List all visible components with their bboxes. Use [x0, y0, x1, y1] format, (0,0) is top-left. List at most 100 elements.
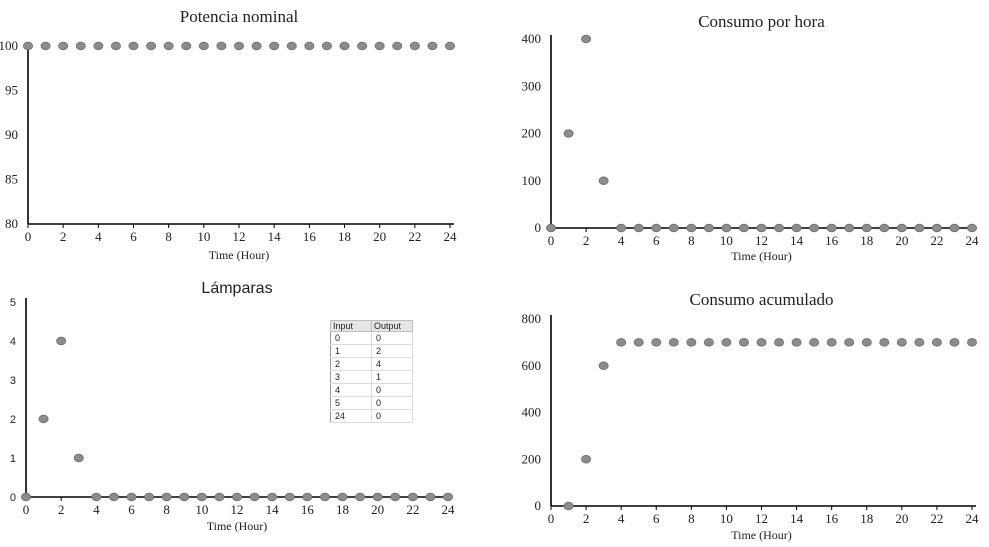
data-point: [546, 223, 557, 233]
data-point: [249, 492, 260, 502]
lookup-table-output-cell[interactable]: 1: [371, 370, 413, 384]
data-point: [931, 338, 942, 347]
lookup-table-output-cell[interactable]: 0: [371, 383, 413, 397]
x-tick-label: 6: [130, 229, 137, 244]
y-tick-label: 300: [522, 78, 542, 93]
x-tick-label: 12: [755, 511, 768, 526]
lookup-table-output-cell[interactable]: 2: [371, 344, 413, 358]
lookup-table-header-input: Input: [330, 320, 372, 332]
data-point: [409, 41, 420, 51]
data-point: [91, 492, 102, 502]
y-tick-label: 2: [10, 414, 16, 426]
data-point: [146, 41, 157, 51]
x-tick-label: 14: [268, 229, 282, 244]
lookup-table-output-cell[interactable]: 0: [371, 396, 413, 410]
lookup-table-input-cell[interactable]: 1: [330, 344, 372, 358]
data-point: [633, 223, 644, 233]
data-point: [774, 338, 785, 347]
x-tick-label: 20: [373, 229, 386, 244]
data-point: [181, 41, 192, 51]
x-tick-label: 14: [790, 233, 804, 248]
x-tick-label: 18: [860, 511, 873, 526]
y-tick-label: 80: [5, 216, 18, 231]
data-point: [128, 41, 139, 51]
x-tick-label: 16: [303, 229, 317, 244]
lookup-table-input-cell[interactable]: 2: [330, 357, 372, 371]
data-point: [302, 492, 313, 502]
data-point: [756, 338, 767, 347]
lookup-table-input-cell[interactable]: 3: [330, 370, 372, 384]
data-point: [914, 338, 925, 347]
data-point: [896, 223, 907, 233]
data-point: [861, 338, 872, 347]
lookup-table-header-row: Input Output: [330, 320, 413, 332]
data-point: [914, 223, 925, 233]
data-point: [651, 223, 662, 233]
lookup-table-row: 1 2: [330, 344, 413, 358]
data-point: [357, 41, 368, 51]
y-tick-label: 1: [10, 453, 16, 465]
x-tick-label: 4: [618, 511, 625, 526]
data-point: [967, 338, 978, 347]
data-point: [756, 223, 767, 233]
y-tick-label: 100: [522, 173, 542, 188]
lookup-table-input-cell[interactable]: 0: [330, 331, 372, 345]
lookup-table-output-cell[interactable]: 0: [371, 331, 413, 345]
y-tick-label: 400: [522, 31, 542, 46]
data-point: [286, 41, 297, 51]
data-point: [668, 338, 679, 347]
y-tick-label: 800: [522, 311, 542, 326]
data-point: [22, 41, 33, 51]
y-tick-label: 200: [522, 126, 542, 141]
lookup-table-input-cell[interactable]: 4: [330, 383, 372, 397]
lookup-table-row: 0 0: [330, 331, 413, 345]
y-tick-label: 3: [10, 375, 16, 387]
x-tick-label: 2: [60, 229, 67, 244]
data-point: [844, 338, 855, 347]
x-tick-label: 2: [58, 502, 65, 517]
data-point: [598, 361, 609, 370]
y-tick-label: 200: [522, 451, 542, 466]
data-point: [392, 41, 403, 51]
x-tick-label: 16: [825, 511, 839, 526]
data-point: [144, 492, 155, 502]
lookup-table-output-cell[interactable]: 4: [371, 357, 413, 371]
lamparas-lookup-table: Input Output 0 0 1 2 2 4 3 1 4 0 5 0 24: [330, 320, 413, 423]
data-point: [651, 338, 662, 347]
data-point: [56, 336, 67, 346]
data-point: [20, 492, 31, 502]
x-tick-label: 20: [371, 502, 384, 517]
data-point: [896, 338, 907, 347]
data-point: [721, 338, 732, 347]
x-tick-label: 24: [442, 502, 456, 517]
data-point: [425, 492, 436, 502]
data-point: [390, 492, 401, 502]
data-point: [75, 41, 86, 51]
x-tick-label: 22: [930, 233, 943, 248]
data-point: [126, 492, 137, 502]
x-tick-label: 4: [95, 229, 102, 244]
lookup-table-input-cell[interactable]: 5: [330, 396, 372, 410]
data-point: [161, 492, 172, 502]
lookup-table-input-cell[interactable]: 24: [330, 409, 372, 423]
data-point: [738, 338, 749, 347]
y-tick-label: 4: [10, 336, 16, 348]
data-point: [442, 492, 453, 502]
x-tick-label: 16: [825, 233, 839, 248]
data-point: [40, 41, 51, 51]
data-point: [110, 41, 121, 51]
y-tick-label: 400: [522, 405, 542, 420]
lookup-table-row: 3 1: [330, 370, 413, 384]
x-tick-label: 10: [720, 233, 733, 248]
data-point: [703, 338, 714, 347]
y-tick-label: 0: [535, 220, 542, 235]
x-tick-label: 18: [336, 502, 349, 517]
x-tick-label: 0: [548, 233, 555, 248]
lookup-table-output-cell[interactable]: 0: [371, 409, 413, 423]
x-tick-label: 10: [720, 511, 733, 526]
data-point: [251, 41, 262, 51]
